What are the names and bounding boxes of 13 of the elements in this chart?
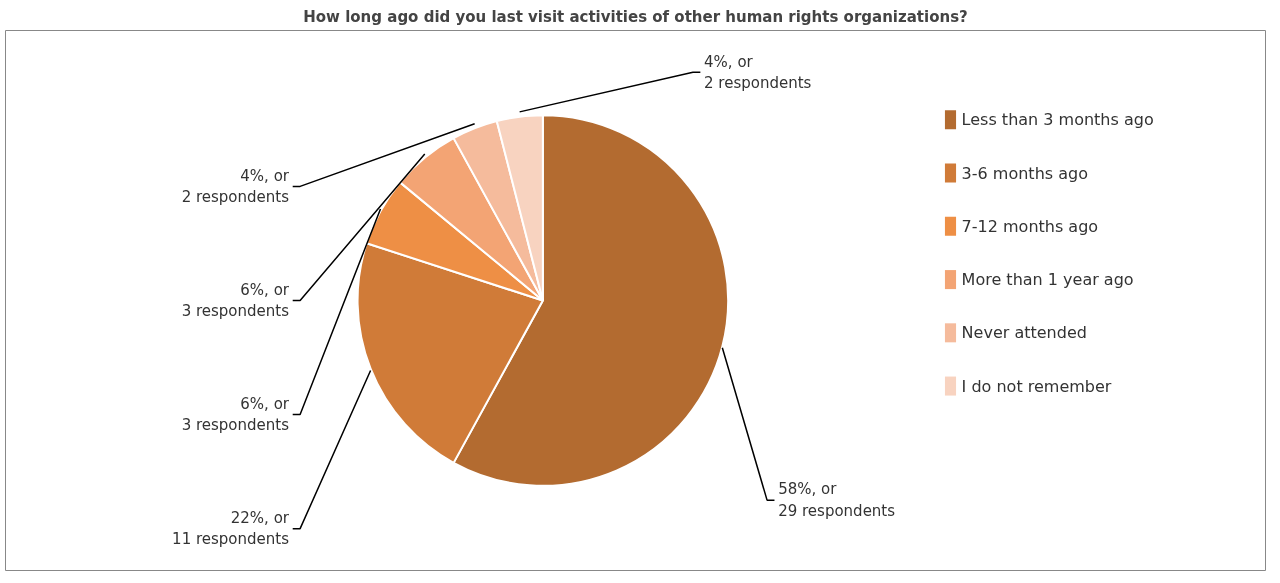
legend-label: I do not remember bbox=[961, 376, 1112, 396]
legend-label: 7-12 months ago bbox=[961, 216, 1099, 236]
data-label: 6%, or 3 respondents bbox=[181, 394, 290, 435]
legend-label: More than 1 year ago bbox=[961, 270, 1134, 290]
data-label: 58%, or 29 respondents bbox=[778, 480, 896, 520]
chart-title: How long ago did you last visit activities of other human rights organizations? bbox=[303, 7, 968, 26]
data-label: 22%, or 11 respondents bbox=[172, 508, 290, 549]
legend-label: Never attended bbox=[961, 323, 1087, 343]
data-label: 6%, or 3 respondents bbox=[181, 280, 290, 321]
data-label: 4%, or 2 respondents bbox=[181, 166, 290, 207]
data-label: 4%, or 2 respondents bbox=[704, 52, 812, 93]
legend-label: 3-6 months ago bbox=[961, 163, 1088, 183]
legend-label: Less than 3 months ago bbox=[961, 110, 1154, 130]
